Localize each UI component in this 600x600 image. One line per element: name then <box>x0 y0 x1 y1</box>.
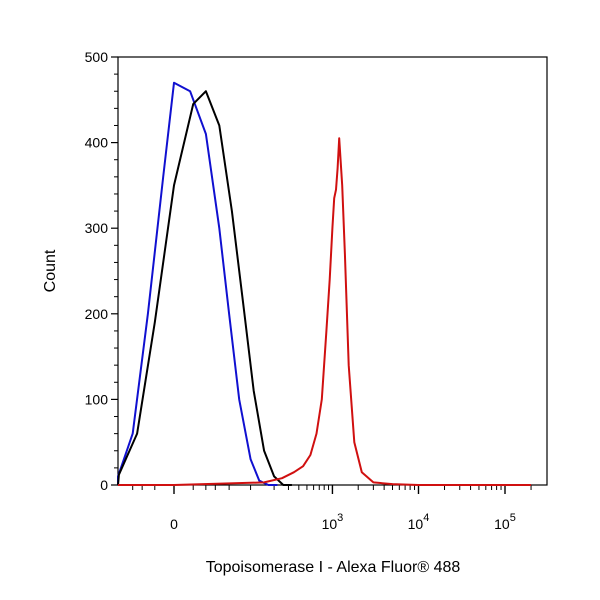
x-axis-title: Topoisomerase I - Alexa Fluor® 488 <box>206 559 461 576</box>
y-tick-label: 0 <box>100 477 108 493</box>
x-tick-label: 0 <box>170 516 178 532</box>
series-line-2 <box>117 90 292 486</box>
x-tick-label: 104 <box>408 512 430 532</box>
series-line-3 <box>118 137 532 486</box>
y-tick-label: 400 <box>85 135 109 151</box>
y-tick-label: 300 <box>85 220 109 236</box>
y-axis-title: Count <box>42 249 59 292</box>
x-tick-label: 103 <box>322 512 344 532</box>
y-axis: 0 100 200 300 400 500 <box>85 49 118 493</box>
series-layer <box>117 81 532 486</box>
x-tick-label: 105 <box>494 512 516 532</box>
y-tick-label: 500 <box>85 49 109 65</box>
plot-frame <box>117 56 548 486</box>
x-axis: 0 103 104 105 <box>132 485 532 532</box>
y-tick-label: 200 <box>85 306 109 322</box>
series-line-1 <box>117 81 278 486</box>
y-tick-label: 100 <box>85 391 109 407</box>
